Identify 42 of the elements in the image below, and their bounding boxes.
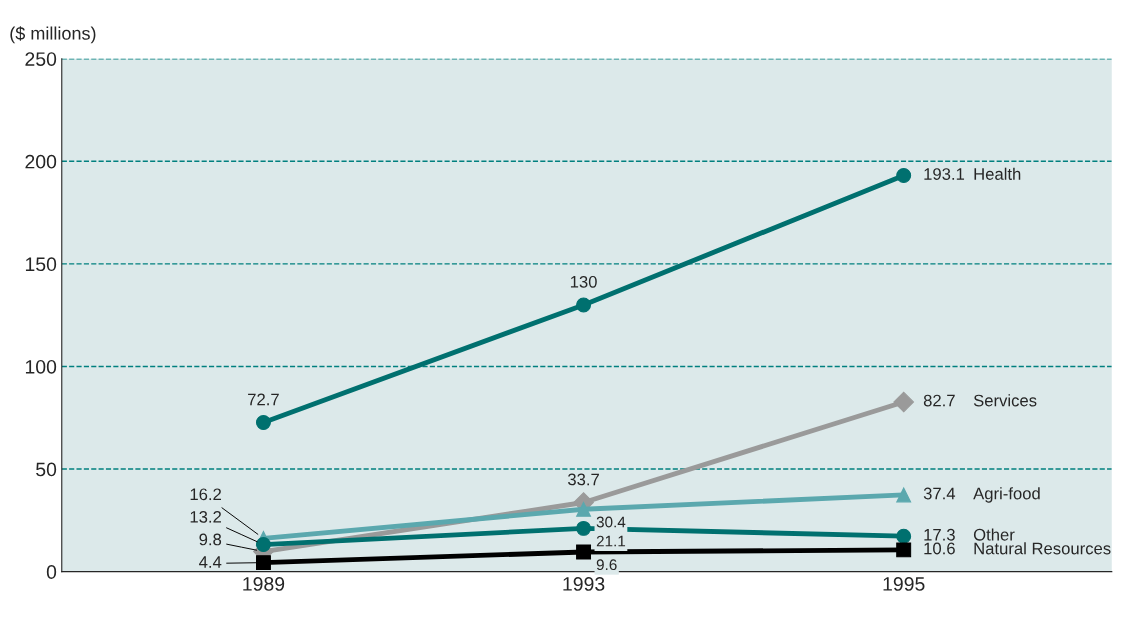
point [896,528,912,544]
y-tick-label: 0 [46,565,57,579]
point [896,487,912,503]
y-tick-label: 200 [25,154,57,169]
data-label: 30.4 [596,516,626,528]
text: Other [973,528,1015,541]
x-tick-label: 1995 [883,577,925,591]
text: Health [974,167,1021,180]
data-label: 13.2 [190,510,221,523]
point [576,544,592,560]
data-label: 33.7 [567,473,599,486]
data-label: 82.7 [923,394,955,407]
x-tick-label: 1989 [243,577,285,591]
y-tick-label: 100 [25,359,57,374]
y-axis-title: ($ millions) [10,26,96,44]
point [576,520,592,536]
data-label: 9.6 [596,559,617,571]
point [896,167,912,183]
point [896,542,912,558]
point [576,297,592,313]
data-label: 193.1 [924,168,965,180]
point [576,501,592,517]
data-label: 10.6 [924,542,955,555]
data-label: 72.7 [248,393,279,406]
data-label: 9.8 [199,533,222,546]
x-tick-label: 1993 [563,577,605,591]
point [255,537,271,553]
text: Natural Resources [974,542,1111,555]
text: Services [973,394,1037,407]
data-label: 16.2 [190,488,221,501]
y-tick-label: 50 [36,462,57,477]
data-label: 4.4 [199,556,222,568]
point [893,391,915,413]
point [255,555,271,571]
y-tick-label: 250 [25,52,57,66]
y-tick-label: 150 [25,257,57,272]
text: Agri-food [973,487,1040,503]
data-label: 17.3 [924,528,955,541]
data-label: 130 [570,275,597,288]
point [255,415,271,430]
data-label: 21.1 [596,535,626,547]
data-label: 37.4 [923,487,956,500]
